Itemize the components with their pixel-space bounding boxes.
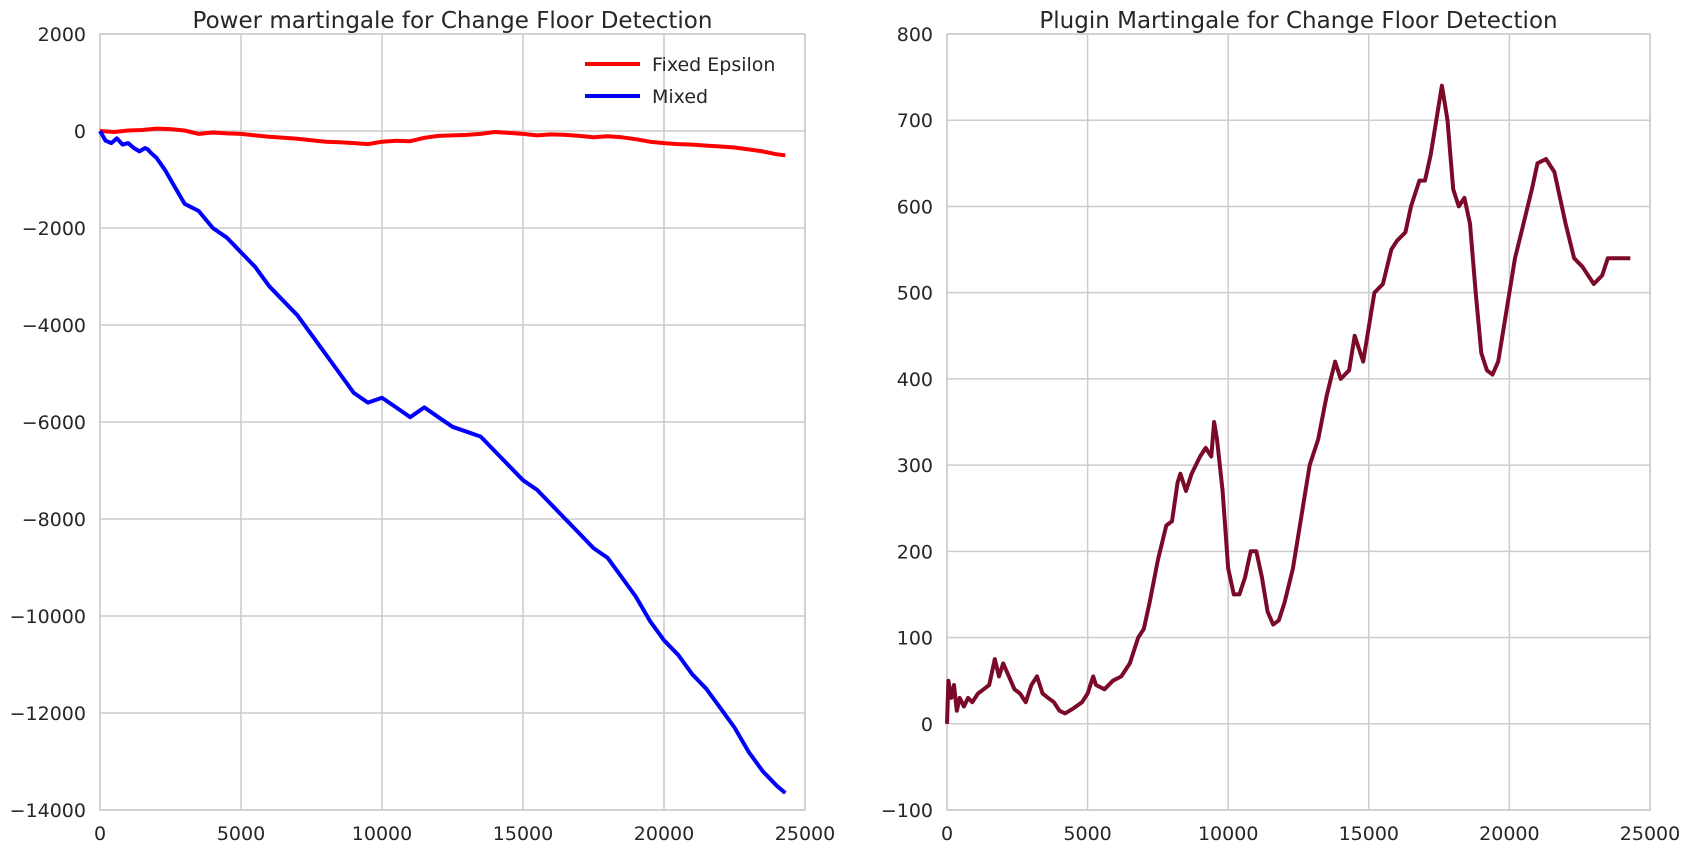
- y-tick-label: 800: [897, 24, 933, 46]
- y-tick-label: 2000: [38, 24, 86, 46]
- x-tick-label: 15000: [1339, 823, 1399, 845]
- y-tick-labels: 800 700 600 500 400 300 200 100 0 −100: [881, 24, 933, 822]
- x-tick-label: 10000: [1198, 823, 1258, 845]
- x-tick-labels: 0 5000 10000 15000 20000 25000: [94, 823, 835, 845]
- y-tick-label: −6000: [22, 412, 86, 434]
- y-tick-label: 300: [897, 455, 933, 477]
- series-line-fixed-epsilon: [99, 126, 786, 158]
- x-tick-label: 5000: [217, 823, 265, 845]
- x-tick-labels: 0 5000 10000 15000 20000 25000: [941, 823, 1680, 845]
- y-tick-labels: 2000 0 −2000 −4000 −6000 −8000 −10000 −12000 −14…: [10, 24, 86, 822]
- legend-label-mixed: Mixed: [652, 86, 708, 108]
- y-tick-label: −2000: [22, 218, 86, 240]
- chart-title: Power martingale for Change Floor Detect…: [193, 8, 713, 34]
- chart-title: Plugin Martingale for Change Floor Detec…: [1039, 8, 1557, 34]
- power-martingale-chart: 0 5000 10000 15000 20000 25000 20000−2000−400…: [10, 8, 836, 845]
- y-tick-label: −4000: [22, 315, 86, 337]
- x-tick-label: 25000: [1620, 823, 1680, 845]
- y-tick-label: 400: [897, 369, 933, 391]
- x-tick-label: 20000: [634, 823, 694, 845]
- y-tick-label: 0: [921, 714, 933, 736]
- plugin-martingale-chart: 0 5000 10000 15000 20000 25000 800 700 600 500 40…: [881, 8, 1680, 845]
- legend-label-fixed-epsilon: Fixed Epsilon: [652, 54, 775, 76]
- series-lines: [98, 126, 787, 795]
- y-tick-label: 600: [897, 196, 933, 218]
- y-tick-label: −14000: [10, 800, 86, 822]
- y-tick-label: 200: [897, 541, 933, 563]
- y-tick-label: 100: [897, 628, 933, 650]
- y-tick-label: −8000: [22, 509, 86, 531]
- x-tick-label: 25000: [775, 823, 835, 845]
- x-tick-label: 20000: [1479, 823, 1539, 845]
- plot-frame: [99, 33, 806, 811]
- x-tick-label: 15000: [493, 823, 553, 845]
- x-tick-label: 5000: [1063, 823, 1111, 845]
- y-tick-label: 500: [897, 283, 933, 305]
- series-lines: [945, 83, 1631, 724]
- y-tick-label: −12000: [10, 703, 86, 725]
- legend: Fixed Epsilon Mixed: [585, 54, 775, 108]
- x-tick-label: 0: [941, 823, 953, 845]
- y-tick-label: 0: [74, 121, 86, 143]
- series-line-0: [945, 83, 1631, 724]
- y-tick-label: −10000: [10, 606, 86, 628]
- x-tick-label: 0: [94, 823, 106, 845]
- plot-frame: [946, 33, 1651, 811]
- y-tick-label: −100: [881, 800, 933, 822]
- x-tick-label: 10000: [352, 823, 412, 845]
- y-tick-label: 700: [897, 110, 933, 132]
- series-line-mixed: [98, 130, 787, 795]
